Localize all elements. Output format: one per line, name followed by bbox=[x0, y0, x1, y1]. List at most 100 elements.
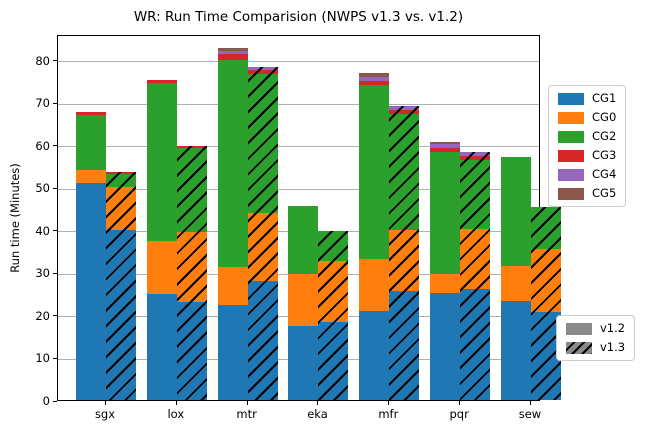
version-legend: v1.2 v1.3 bbox=[556, 315, 636, 361]
x-tick-mark bbox=[459, 401, 461, 405]
x-tick-label: mfr bbox=[378, 407, 399, 421]
bar-segment-mtr-v1.2-CG0 bbox=[217, 266, 248, 306]
hatch-overlay-eka bbox=[318, 231, 349, 400]
legend-label: CG2 bbox=[592, 129, 617, 143]
x-tick-mark bbox=[529, 401, 531, 405]
x-tick-mark bbox=[175, 401, 177, 405]
legend-label: CG0 bbox=[592, 110, 617, 124]
bar-segment-pqr-v1.2-CG5 bbox=[430, 142, 461, 145]
plot-area bbox=[57, 35, 561, 401]
bar-segment-mfr-v1.2-CG2 bbox=[359, 85, 390, 259]
bar-segment-pqr-v1.2-CG3 bbox=[430, 148, 461, 152]
legend-swatch-cg5 bbox=[558, 187, 584, 200]
x-tick-mark bbox=[388, 401, 390, 405]
y-tick-mark bbox=[53, 102, 57, 104]
bar-segment-sgx-v1.2-CG3 bbox=[76, 111, 106, 115]
y-tick-label: 70 bbox=[35, 96, 50, 111]
gridline bbox=[58, 188, 539, 190]
bar-segment-mtr-v1.2-CG1 bbox=[217, 305, 248, 400]
bar-segment-pqr-v1.2-CG4 bbox=[430, 144, 461, 149]
series-legend: CG1 CG0 CG2 CG3 CG4 CG5 bbox=[548, 85, 627, 207]
legend-label: CG3 bbox=[592, 148, 617, 162]
legend-label: CG4 bbox=[592, 167, 617, 181]
legend-item-cg2: CG2 bbox=[558, 130, 616, 143]
bar-segment-sgx-v1.2-CG0 bbox=[76, 170, 106, 183]
bar-segment-mfr-v1.2-CG3 bbox=[359, 80, 390, 86]
y-tick-label: 0 bbox=[42, 394, 50, 408]
bar-segment-sgx-v1.2-CG2 bbox=[76, 114, 106, 171]
x-tick-mark bbox=[105, 401, 106, 405]
legend-swatch-cg3 bbox=[558, 149, 584, 162]
gridline bbox=[58, 61, 539, 63]
x-tick-label: mtr bbox=[236, 407, 257, 421]
x-tick-label: eka bbox=[307, 407, 328, 421]
bar-segment-lox-v1.2-CG2 bbox=[146, 82, 177, 242]
bar-segment-pqr-v1.2-CG1 bbox=[430, 292, 461, 400]
bar-segment-mtr-v1.2-CG2 bbox=[217, 59, 248, 267]
y-tick-mark bbox=[53, 230, 57, 232]
legend-item-cg3: CG3 bbox=[558, 149, 616, 162]
bar-segment-lox-v1.2-CG1 bbox=[146, 293, 177, 400]
bar-segment-sew-v1.2-CG1 bbox=[500, 301, 531, 400]
x-tick-label: pqr bbox=[449, 407, 469, 421]
x-tick-mark bbox=[317, 401, 319, 405]
legend-swatch-v12 bbox=[566, 322, 592, 335]
y-tick-mark bbox=[53, 315, 57, 317]
gridline bbox=[58, 146, 539, 148]
y-tick-label: 30 bbox=[35, 266, 50, 281]
legend-label: v1.3 bbox=[600, 340, 626, 354]
y-tick-label: 50 bbox=[35, 181, 50, 196]
bar-segment-lox-v1.2-CG0 bbox=[146, 241, 177, 294]
legend-item-cg5: CG5 bbox=[558, 187, 616, 200]
y-tick-mark bbox=[53, 357, 57, 359]
hatch-overlay-mtr bbox=[247, 66, 278, 400]
bar-segment-mtr-v1.2-CG5 bbox=[217, 48, 248, 52]
bar-segment-eka-v1.2-CG1 bbox=[288, 325, 319, 400]
legend-item-cg1: CG1 bbox=[558, 92, 616, 105]
hatch-overlay-sgx bbox=[106, 171, 136, 400]
legend-item-v12: v1.2 bbox=[566, 322, 625, 335]
bar-segment-pqr-v1.2-CG0 bbox=[430, 274, 461, 293]
legend-item-cg4: CG4 bbox=[558, 168, 616, 181]
bar-segment-eka-v1.2-CG0 bbox=[288, 273, 319, 326]
y-tick-mark bbox=[53, 272, 57, 274]
y-tick-label: 10 bbox=[35, 351, 50, 366]
y-tick-label: 80 bbox=[35, 53, 50, 68]
bar-segment-mfr-v1.2-CG4 bbox=[359, 77, 390, 81]
legend-item-v13: v1.3 bbox=[566, 341, 625, 354]
y-axis-label: Run time (Minutes) bbox=[8, 163, 22, 273]
x-tick-label: sgx bbox=[94, 407, 116, 421]
x-tick-label: sew bbox=[518, 407, 542, 421]
bar-segment-mfr-v1.2-CG1 bbox=[359, 310, 390, 400]
legend-swatch-cg1 bbox=[558, 92, 584, 105]
y-tick-mark bbox=[53, 145, 57, 147]
legend-swatch-cg2 bbox=[558, 130, 584, 143]
y-tick-label: 40 bbox=[35, 223, 50, 238]
legend-label: v1.2 bbox=[600, 321, 626, 335]
bar-segment-pqr-v1.2-CG2 bbox=[430, 151, 461, 275]
bar-segment-eka-v1.2-CG2 bbox=[288, 206, 319, 274]
y-tick-mark bbox=[53, 187, 57, 189]
bar-segment-mtr-v1.2-CG3 bbox=[217, 54, 248, 60]
y-tick-mark bbox=[53, 60, 57, 62]
y-tick-mark bbox=[53, 400, 57, 402]
x-tick-label: lox bbox=[167, 407, 185, 421]
legend-label: CG5 bbox=[592, 186, 617, 200]
x-tick-mark bbox=[246, 401, 248, 405]
legend-label: CG1 bbox=[592, 91, 617, 105]
bar-segment-mtr-v1.2-CG4 bbox=[217, 51, 248, 55]
hatch-overlay-pqr bbox=[460, 151, 491, 400]
chart-title: WR: Run Time Comparision (NWPS v1.3 vs. … bbox=[133, 9, 464, 25]
gridline bbox=[58, 103, 539, 105]
legend-swatch-v13 bbox=[566, 341, 592, 354]
hatch-overlay-mfr bbox=[389, 106, 420, 400]
bar-segment-mfr-v1.2-CG0 bbox=[359, 258, 390, 311]
legend-swatch-cg0 bbox=[558, 111, 584, 124]
legend-swatch-cg4 bbox=[558, 168, 584, 181]
y-tick-label: 20 bbox=[35, 308, 50, 323]
bar-segment-lox-v1.2-CG3 bbox=[146, 79, 177, 83]
bar-segment-sgx-v1.2-CG1 bbox=[76, 182, 106, 400]
bar-segment-sew-v1.2-CG2 bbox=[500, 156, 531, 267]
hatch-overlay-sew bbox=[530, 206, 561, 400]
